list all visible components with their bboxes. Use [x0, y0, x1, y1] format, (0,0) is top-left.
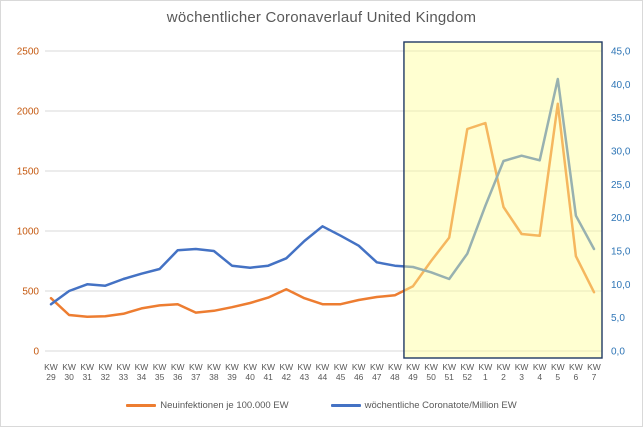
x-axis-tick-prefix: KW	[533, 362, 547, 372]
x-axis-tick-prefix: KW	[243, 362, 257, 372]
x-axis-tick-week: 44	[318, 372, 328, 382]
right-axis-tick: 35,0	[611, 113, 631, 124]
right-axis-tick: 45,0	[611, 47, 631, 58]
legend-item-neuinfektionen: Neuinfektionen je 100.000 EW	[126, 400, 289, 411]
right-axis-tick: 25,0	[611, 180, 631, 191]
x-axis-tick-week: 33	[119, 372, 129, 382]
x-axis-tick-prefix: KW	[424, 362, 438, 372]
x-axis-tick-week: 52	[463, 372, 473, 382]
x-axis-tick-prefix: KW	[171, 362, 185, 372]
x-axis-tick-prefix: KW	[279, 362, 293, 372]
x-axis-tick-week: 30	[64, 372, 74, 382]
x-axis-tick-week: 3	[519, 372, 524, 382]
x-axis-tick-prefix: KW	[80, 362, 94, 372]
legend: Neuinfektionen je 100.000 EW wöchentlich…	[1, 400, 642, 411]
right-axis-tick: 20,0	[611, 213, 631, 224]
left-axis-tick: 1500	[17, 167, 40, 178]
left-axis-tick: 2500	[17, 47, 40, 58]
orange-line-swatch	[126, 404, 157, 407]
x-axis-tick-prefix: KW	[406, 362, 420, 372]
right-axis-tick: 15,0	[611, 247, 631, 258]
x-axis-tick-prefix: KW	[44, 362, 58, 372]
right-axis-tick: 5,0	[611, 313, 625, 324]
x-axis-tick-week: 48	[390, 372, 400, 382]
x-axis-tick-week: 6	[574, 372, 579, 382]
right-axis-tick: 0,0	[611, 347, 625, 358]
neuinfektionen-line	[49, 102, 596, 319]
x-axis-tick-prefix: KW	[587, 362, 601, 372]
x-axis-tick-week: 38	[209, 372, 219, 382]
x-axis-tick-prefix: KW	[388, 362, 402, 372]
x-axis-tick-week: 37	[191, 372, 201, 382]
x-axis-tick-week: 43	[300, 372, 310, 382]
left-axis-tick: 2000	[17, 107, 40, 118]
x-axis-tick-prefix: KW	[207, 362, 221, 372]
x-axis-tick-week: 1	[483, 372, 488, 382]
x-axis-tick-week: 31	[82, 372, 92, 382]
x-axis-tick-prefix: KW	[98, 362, 112, 372]
right-axis-tick: 10,0	[611, 280, 631, 291]
x-axis-tick-prefix: KW	[62, 362, 76, 372]
left-axis-tick: 1000	[17, 227, 40, 238]
x-axis-tick-week: 50	[426, 372, 436, 382]
x-axis-tick-week: 36	[173, 372, 183, 382]
coronatote-line	[49, 77, 596, 306]
right-axis-tick: 30,0	[611, 147, 631, 158]
x-axis-tick-week: 40	[245, 372, 255, 382]
chart-title: wöchentlicher Coronaverlauf United Kingd…	[166, 9, 477, 26]
left-axis-tick: 500	[22, 287, 39, 298]
highlight-region	[403, 41, 603, 359]
x-axis-tick-prefix: KW	[189, 362, 203, 372]
x-axis-tick-week: 39	[227, 372, 237, 382]
x-axis-tick-prefix: KW	[515, 362, 529, 372]
x-axis-tick-prefix: KW	[460, 362, 474, 372]
x-axis-tick-prefix: KW	[569, 362, 583, 372]
x-axis-tick-week: 45	[336, 372, 346, 382]
legend-label-neuinfektionen: Neuinfektionen je 100.000 EW	[160, 400, 289, 411]
x-axis-tick-week: 49	[408, 372, 418, 382]
blue-line-swatch	[330, 404, 361, 407]
x-axis-tick-week: 32	[101, 372, 111, 382]
legend-label-coronatote: wöchentliche Coronatote/Million EW	[364, 400, 517, 411]
x-axis-tick-week: 46	[354, 372, 364, 382]
x-axis-tick-week: 51	[444, 372, 454, 382]
x-axis-tick-prefix: KW	[442, 362, 456, 372]
x-axis-tick-week: 5	[555, 372, 560, 382]
x-axis-tick-prefix: KW	[316, 362, 330, 372]
x-axis-tick-week: 2	[501, 372, 506, 382]
x-axis-tick-week: 29	[46, 372, 56, 382]
x-axis-tick-prefix: KW	[135, 362, 149, 372]
x-axis-tick-week: 7	[592, 372, 597, 382]
x-axis-tick-week: 41	[263, 372, 273, 382]
x-axis-tick-prefix: KW	[298, 362, 312, 372]
x-axis-tick-prefix: KW	[352, 362, 366, 372]
x-axis-tick-week: 35	[155, 372, 165, 382]
x-axis-tick-week: 4	[537, 372, 542, 382]
x-axis-tick-week: 42	[282, 372, 292, 382]
right-axis-tick: 40,0	[611, 80, 631, 91]
x-axis-tick-prefix: KW	[261, 362, 275, 372]
legend-item-coronatote: wöchentliche Coronatote/Million EW	[330, 400, 517, 411]
x-axis-tick-prefix: KW	[551, 362, 565, 372]
x-axis-tick-prefix: KW	[370, 362, 384, 372]
x-axis-tick-prefix: KW	[153, 362, 167, 372]
x-axis-tick-prefix: KW	[225, 362, 239, 372]
x-axis-tick-prefix: KW	[117, 362, 131, 372]
left-axis-tick: 0	[33, 347, 39, 358]
x-axis-tick-prefix: KW	[479, 362, 493, 372]
x-axis-tick-week: 34	[137, 372, 147, 382]
x-axis-tick-prefix: KW	[334, 362, 348, 372]
x-axis-tick-week: 47	[372, 372, 382, 382]
x-axis-tick-prefix: KW	[497, 362, 511, 372]
